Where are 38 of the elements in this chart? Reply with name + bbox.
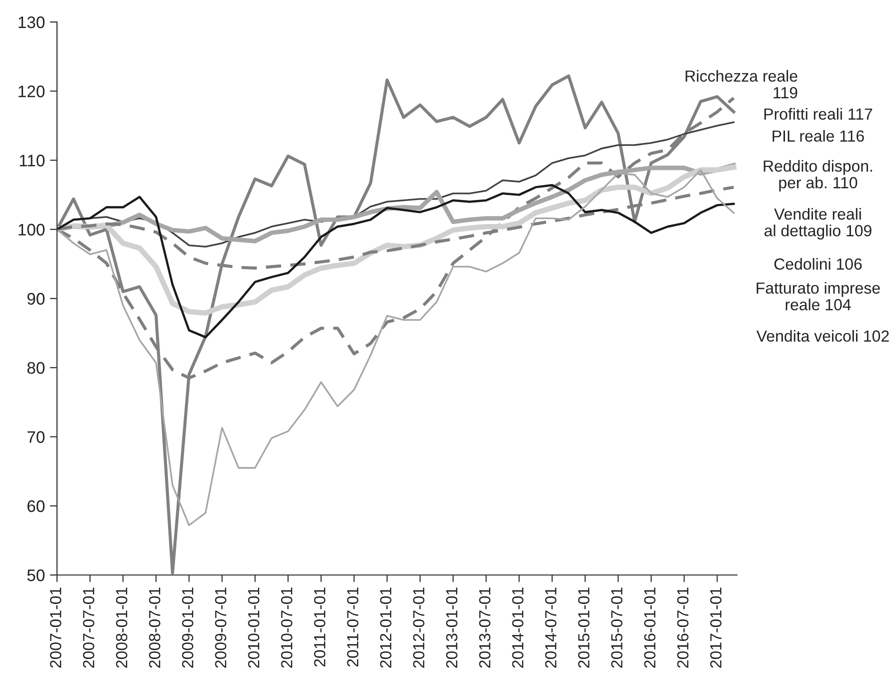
x-tick-label: 2015-07-01 [611,588,622,668]
x-tick-label: 2017-01-01 [710,588,722,668]
x-tick-label: 2012-07-01 [413,588,424,668]
text: Vendita veicoli 102 [756,330,889,342]
x-tick-label: 2007-07-01 [82,588,94,668]
text: Vendite reali al dettaglio 109 [764,208,872,240]
x-tick-label: 2008-07-01 [149,588,160,668]
x-tick-label: 2013-07-01 [479,588,490,668]
y-tick-label: 70 [28,431,45,443]
x-tick-label: 2011-01-01 [314,588,326,667]
x-tick-label: 2013-01-01 [446,588,458,668]
x-tick-label: 2014-07-01 [545,588,556,668]
x-tick-label: 2010-01-01 [248,588,260,668]
y-tick-label: 110 [20,154,45,166]
y-tick-label: 80 [27,362,45,374]
x-tick-label: 2015-01-01 [578,588,590,668]
y-tick-label: 100 [18,224,45,236]
text: Cedolini 106 [774,258,862,270]
text: Profitti reali 117 [764,108,872,120]
y-tick-label: 50 [27,569,45,582]
x-tick-label: 2016-07-01 [677,588,688,668]
y-tick-label: 90 [27,292,45,305]
annotation: Ricchezza reale 119 [686,70,798,98]
x-tick-label: 2009-07-01 [215,588,226,668]
x-tick-label: 2016-01-01 [644,588,656,668]
x-tick-label: 2012-01-01 [380,588,392,668]
y-tick-label: 120 [18,86,45,98]
text: Reddito dispon. per ab. 110 [764,160,872,192]
x-tick-label: 2014-01-01 [512,588,524,668]
x-tick-label: 2008-01-01 [116,588,128,668]
x-tick-label: 2011-07-01 [347,588,358,667]
text: PIL reale 116 [772,130,864,142]
x-tick-label: 2009-01-01 [182,588,194,668]
y-tick-label: 130 [18,16,45,28]
x-tick-label: 2010-07-01 [281,588,292,668]
text: Fatturato imprese reale 104 [756,282,880,310]
y-tick-label: 60 [28,500,45,512]
x-tick-label: 2007-01-01 [50,588,62,668]
